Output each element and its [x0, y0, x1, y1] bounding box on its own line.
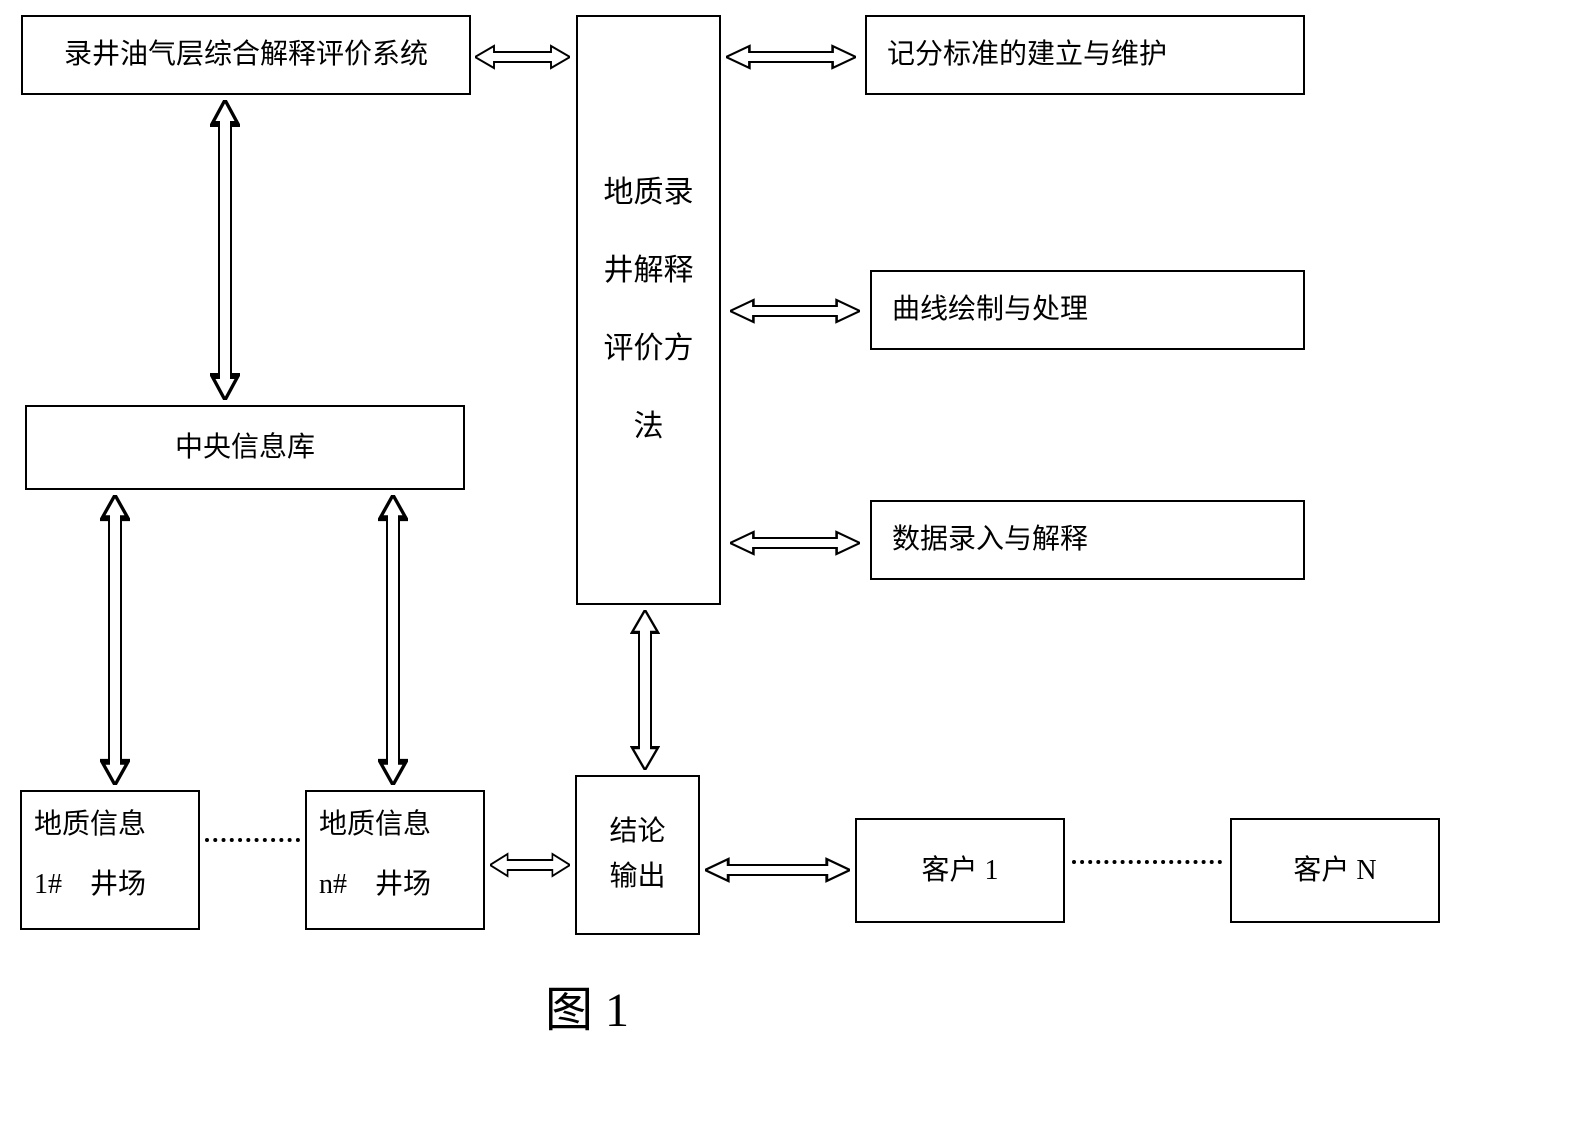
clientn-label: 客户 N [1293, 850, 1376, 892]
conclusion-box: 结论 输出 [575, 775, 700, 935]
arrow-sys-db [210, 100, 240, 400]
caption-text: 图 1 [545, 984, 629, 1037]
method-line-2: 井解释 [604, 232, 694, 310]
system-box: 录井油气层综合解释评价系统 [21, 15, 471, 95]
geon-line1: 地质信息 [319, 804, 431, 846]
arrow-method-curve [730, 298, 860, 324]
geon-box: 地质信息 n# 井场 [305, 790, 485, 930]
arrow-conclusion-client1 [705, 857, 850, 883]
geo1-line2: 1# 井场 [34, 864, 146, 906]
curve-label: 曲线绘制与处理 [892, 289, 1088, 331]
clientn-box: 客户 N [1230, 818, 1440, 923]
geo1-line1: 地质信息 [34, 804, 146, 846]
central-db-box: 中央信息库 [25, 405, 465, 490]
method-line-1: 地质录 [604, 154, 694, 232]
arrow-db-geon [378, 495, 408, 785]
scoring-box: 记分标准的建立与维护 [865, 15, 1305, 95]
figure-caption: 图 1 [545, 970, 629, 1040]
conclusion-line-2: 输出 [609, 855, 665, 900]
geon-line2: n# 井场 [319, 864, 431, 906]
arrow-sys-method [475, 44, 570, 70]
arrow-db-geo1 [100, 495, 130, 785]
client-ellipsis [1072, 860, 1222, 864]
arrow-method-data [730, 530, 860, 556]
arrow-method-conclusion [630, 610, 660, 770]
data-input-label: 数据录入与解释 [892, 519, 1088, 561]
conclusion-line-1: 结论 [609, 810, 665, 855]
client1-box: 客户 1 [855, 818, 1065, 923]
arrow-method-scoring [726, 44, 856, 70]
curve-box: 曲线绘制与处理 [870, 270, 1305, 350]
geo-ellipsis [205, 838, 300, 842]
client1-label: 客户 1 [921, 850, 998, 892]
geo1-box: 地质信息 1# 井场 [20, 790, 200, 930]
scoring-label: 记分标准的建立与维护 [887, 34, 1167, 76]
data-input-box: 数据录入与解释 [870, 500, 1305, 580]
method-line-3: 评价方 [604, 310, 694, 388]
arrow-geon-conclusion [490, 852, 570, 878]
method-line-4: 法 [634, 388, 664, 466]
central-db-label: 中央信息库 [175, 427, 315, 469]
system-label: 录井油气层综合解释评价系统 [64, 34, 428, 76]
method-box: 地质录 井解释 评价方 法 [576, 15, 721, 605]
